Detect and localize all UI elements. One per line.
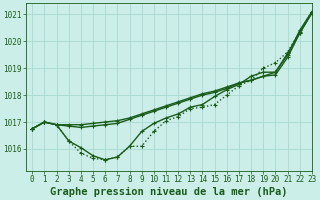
- X-axis label: Graphe pression niveau de la mer (hPa): Graphe pression niveau de la mer (hPa): [50, 186, 288, 197]
